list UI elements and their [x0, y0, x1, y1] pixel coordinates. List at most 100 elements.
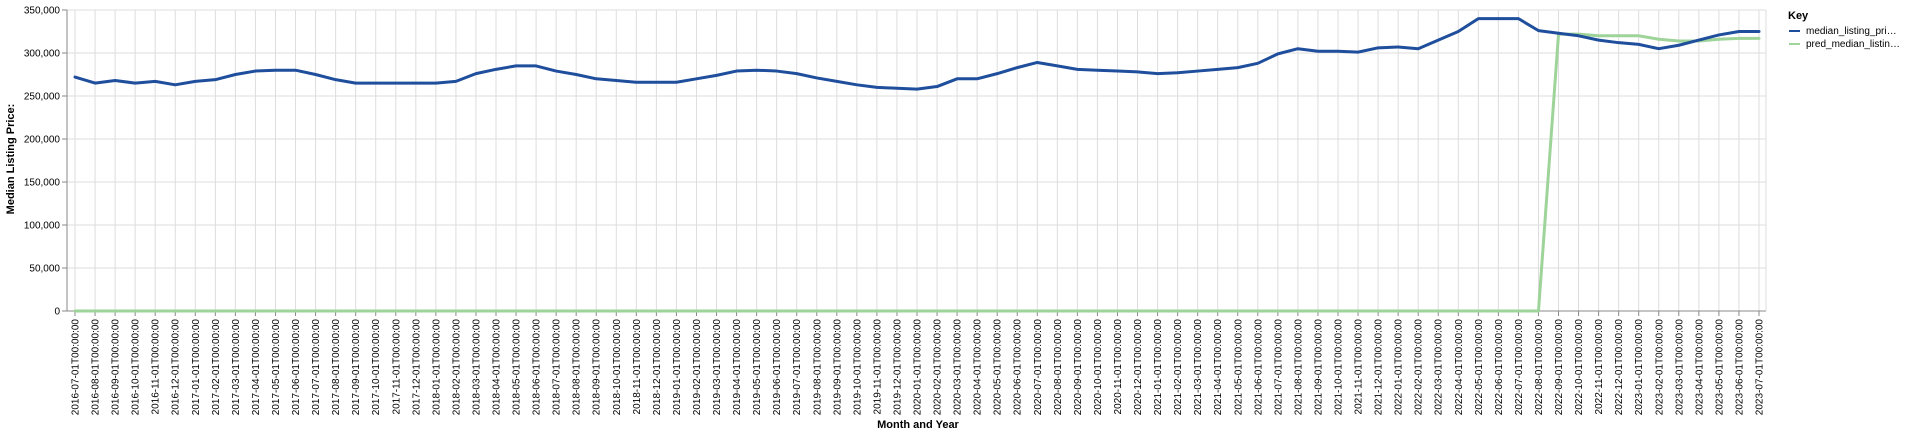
x-tick-label: 2022-03-01T00:00:00	[1434, 319, 1445, 416]
x-tick-label: 2022-08-01T00:00:00	[1534, 319, 1545, 416]
x-tick-label: 2018-08-01T00:00:00	[572, 319, 583, 416]
x-tick-label: 2019-01-01T00:00:00	[672, 319, 683, 416]
x-tick-label: 2020-01-01T00:00:00	[913, 319, 924, 416]
x-tick-label: 2017-04-01T00:00:00	[251, 319, 262, 416]
legend-title: Key	[1788, 10, 1809, 22]
x-tick-label: 2023-03-01T00:00:00	[1674, 319, 1685, 416]
x-tick-label: 2022-01-01T00:00:00	[1394, 319, 1405, 416]
x-tick-label: 2022-11-01T00:00:00	[1594, 319, 1605, 415]
x-tick-label: 2019-12-01T00:00:00	[892, 319, 903, 416]
x-tick-label: 2017-09-01T00:00:00	[351, 319, 362, 416]
x-tick-label: 2018-10-01T00:00:00	[612, 319, 623, 416]
x-tick-label: 2020-08-01T00:00:00	[1053, 319, 1064, 416]
series-line-median-listing-price	[73, 17, 1761, 91]
x-tick-label: 2023-05-01T00:00:00	[1714, 319, 1725, 416]
x-tick-label: 2017-05-01T00:00:00	[271, 319, 282, 416]
x-tick-label: 2018-12-01T00:00:00	[652, 319, 663, 416]
x-tick-label: 2023-01-01T00:00:00	[1634, 319, 1645, 416]
y-tick-label: 0	[54, 307, 60, 318]
x-tick-label: 2019-09-01T00:00:00	[832, 319, 843, 416]
x-tick-label: 2019-03-01T00:00:00	[712, 319, 723, 416]
x-tick-label: 2020-02-01T00:00:00	[933, 319, 944, 416]
x-tick-label: 2018-03-01T00:00:00	[471, 319, 482, 416]
x-tick-label: 2018-06-01T00:00:00	[532, 319, 543, 416]
x-tick-label: 2016-07-01T00:00:00	[71, 319, 82, 416]
series-lines	[73, 17, 1761, 313]
x-tick-label: 2021-12-01T00:00:00	[1374, 319, 1385, 416]
legend-label-median: median_listing_pri…	[1806, 26, 1897, 37]
x-tick-label: 2019-07-01T00:00:00	[792, 319, 803, 416]
grid	[67, 9, 1766, 312]
x-tick-label: 2023-07-01T00:00:00	[1755, 319, 1766, 416]
x-tick-label: 2018-04-01T00:00:00	[492, 319, 503, 416]
x-tick-label: 2017-03-01T00:00:00	[231, 319, 242, 416]
x-tick-label: 2017-12-01T00:00:00	[411, 319, 422, 416]
x-tick-label: 2018-07-01T00:00:00	[552, 319, 563, 416]
legend-label-pred: pred_median_listin…	[1806, 39, 1900, 50]
x-tick-label: 2021-09-01T00:00:00	[1313, 319, 1324, 416]
x-tick-label: 2018-11-01T00:00:00	[632, 319, 643, 415]
y-tick-label: 250,000	[24, 92, 61, 103]
x-tick-label: 2016-10-01T00:00:00	[131, 319, 142, 416]
series-line-pred-median-listing-price	[73, 32, 1761, 313]
x-tick-label: 2022-10-01T00:00:00	[1574, 319, 1585, 416]
x-tick-label: 2017-07-01T00:00:00	[311, 319, 322, 416]
x-tick-label: 2016-11-01T00:00:00	[151, 319, 162, 415]
x-tick-label: 2018-05-01T00:00:00	[512, 319, 523, 416]
x-tick-label: 2021-08-01T00:00:00	[1293, 319, 1304, 416]
y-tick-label: 100,000	[24, 221, 61, 232]
y-tick-label: 200,000	[24, 135, 61, 146]
x-tick-label: 2021-03-01T00:00:00	[1193, 319, 1204, 416]
x-tick-label: 2019-08-01T00:00:00	[812, 319, 823, 416]
x-tick-label: 2021-04-01T00:00:00	[1213, 319, 1224, 416]
x-tick-label: 2020-04-01T00:00:00	[973, 319, 984, 416]
x-tick-label: 2019-05-01T00:00:00	[752, 319, 763, 416]
x-tick-label: 2017-02-01T00:00:00	[211, 319, 222, 416]
x-tick-label: 2021-10-01T00:00:00	[1334, 319, 1345, 416]
x-axis-title: Month and Year	[877, 419, 959, 431]
x-tick-label: 2022-02-01T00:00:00	[1414, 319, 1425, 416]
x-tick-label: 2023-06-01T00:00:00	[1734, 319, 1745, 416]
x-tick-label: 2017-01-01T00:00:00	[191, 319, 202, 416]
x-tick-label: 2019-02-01T00:00:00	[692, 319, 703, 416]
y-tick-label: 50,000	[29, 264, 60, 275]
x-tick-label: 2016-12-01T00:00:00	[171, 319, 182, 416]
y-tick-label: 150,000	[24, 178, 61, 189]
x-tick-label: 2016-09-01T00:00:00	[111, 319, 122, 416]
x-tick-label: 2022-05-01T00:00:00	[1474, 319, 1485, 416]
x-tick-label: 2020-07-01T00:00:00	[1033, 319, 1044, 416]
x-tick-label: 2021-07-01T00:00:00	[1273, 319, 1284, 416]
x-tick-label: 2019-11-01T00:00:00	[872, 319, 883, 415]
x-tick-label: 2018-01-01T00:00:00	[431, 319, 442, 416]
x-tick-label: 2020-03-01T00:00:00	[953, 319, 964, 416]
x-tick-label: 2019-10-01T00:00:00	[852, 319, 863, 416]
x-tick-label: 2017-11-01T00:00:00	[391, 319, 402, 415]
y-axis-ticks: 0 50,000 100,000 150,000 200,000 250,000 300,0…	[24, 6, 67, 318]
x-tick-label: 2017-06-01T00:00:00	[291, 319, 302, 416]
x-tick-label: 2017-10-01T00:00:00	[371, 319, 382, 416]
x-tick-label: 2021-11-01T00:00:00	[1354, 319, 1365, 415]
x-tick-label: 2021-06-01T00:00:00	[1253, 319, 1264, 416]
x-tick-label: 2022-09-01T00:00:00	[1554, 319, 1565, 416]
x-tick-label: 2020-05-01T00:00:00	[993, 319, 1004, 416]
x-tick-label: 2017-08-01T00:00:00	[331, 319, 342, 416]
x-tick-label: 2019-04-01T00:00:00	[732, 319, 743, 416]
legend: Key median_listing_pri… pred_median_list…	[1788, 10, 1900, 50]
x-tick-label: 2016-08-01T00:00:00	[91, 319, 102, 416]
x-tick-label: 2020-06-01T00:00:00	[1013, 319, 1024, 416]
x-tick-label: 2020-10-01T00:00:00	[1093, 319, 1104, 416]
x-tick-label: 2022-06-01T00:00:00	[1494, 319, 1505, 416]
x-tick-label: 2020-09-01T00:00:00	[1073, 319, 1084, 416]
x-tick-label: 2023-04-01T00:00:00	[1694, 319, 1705, 416]
x-tick-label: 2018-09-01T00:00:00	[592, 319, 603, 416]
x-tick-label: 2021-02-01T00:00:00	[1173, 319, 1184, 416]
x-tick-label: 2022-04-01T00:00:00	[1454, 319, 1465, 416]
y-axis-title: Median Listing Price:	[5, 104, 17, 215]
x-axis-ticks: 2016-07-01T00:00:00 2016-08-01T00:00:00 20…	[71, 311, 1766, 415]
x-tick-label: 2021-05-01T00:00:00	[1233, 319, 1244, 416]
y-tick-label: 350,000	[24, 6, 61, 17]
y-tick-label: 300,000	[24, 49, 61, 60]
x-tick-label: 2019-06-01T00:00:00	[772, 319, 783, 416]
x-tick-label: 2020-11-01T00:00:00	[1113, 319, 1124, 415]
